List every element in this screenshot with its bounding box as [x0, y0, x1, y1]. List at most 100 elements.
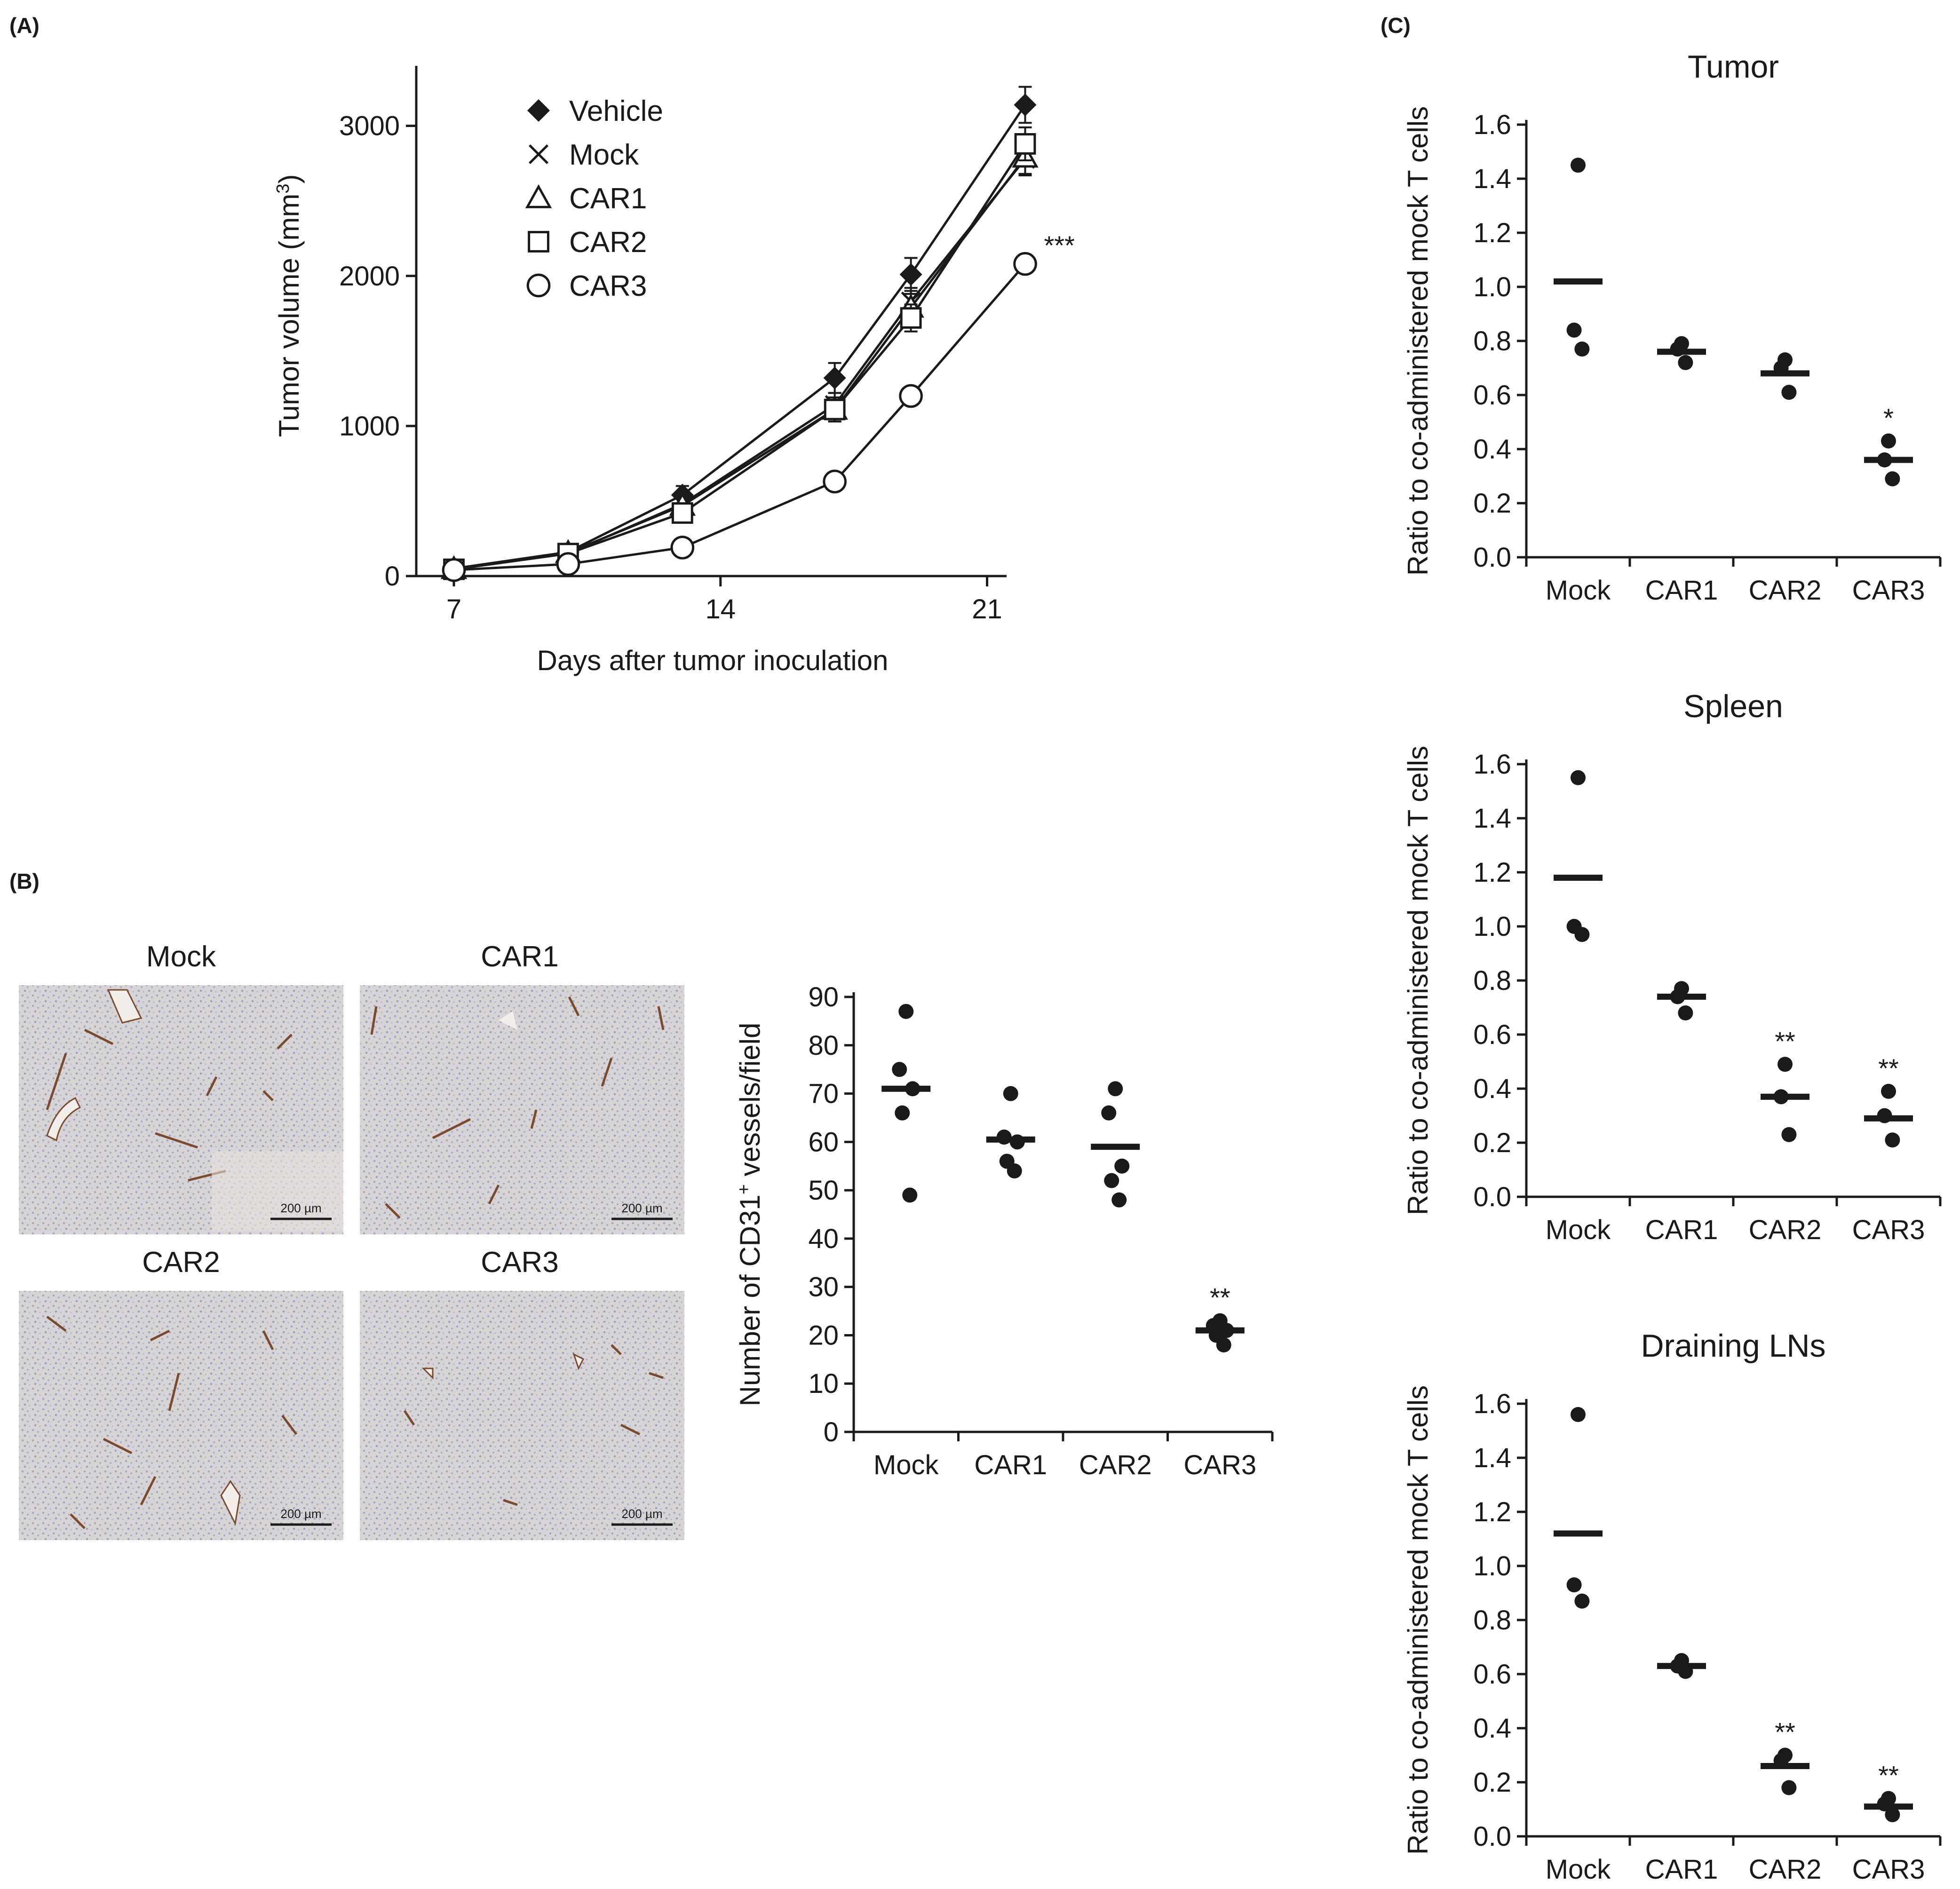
legend-label-mock: Mock — [569, 139, 639, 171]
micrograph-label-car1: CAR1 — [481, 941, 558, 973]
legend-marker-car2 — [528, 231, 549, 253]
y-tick-label: 1.0 — [1473, 911, 1511, 942]
chart-a-x-tick-label: 14 — [706, 594, 736, 624]
x-tick-label: CAR2 — [1749, 1854, 1822, 1885]
tumor-ratio-scatter-chart: 0.0 0.2 0.4 0.6 0.8 1.0 1.2 1.4 1.6 Mock CAR1 CAR2 C… — [1402, 49, 1942, 606]
data-point-car2 — [1781, 1780, 1797, 1795]
chart-a-y-tick-label: 2000 — [339, 261, 400, 292]
y-tick-label: 1.4 — [1473, 1443, 1511, 1473]
data-point-car2 — [1111, 1192, 1127, 1208]
data-point-mock — [892, 1062, 907, 1077]
y-tick-label: 1.4 — [1473, 803, 1511, 834]
data-point-mock — [1574, 341, 1590, 357]
series-car3 — [442, 252, 1037, 582]
data-point-car2 — [1104, 1173, 1119, 1188]
data-point-mock — [1566, 323, 1582, 338]
micrograph-grid: Mock CAR1 CAR2 CAR3 200 µm 200 µm 200 µm — [19, 941, 684, 1540]
scale-bar-car2: 200 µm — [280, 1507, 321, 1521]
x-tick-label: CAR1 — [1645, 1215, 1718, 1245]
y-tick-label: 20 — [808, 1320, 839, 1351]
legend-label-vehicle: Vehicle — [569, 95, 663, 127]
data-point-car3 — [1885, 1807, 1900, 1822]
data-point-car2 — [824, 398, 846, 420]
series-line-vehicle — [453, 104, 1026, 570]
y-tick-label: 50 — [808, 1175, 839, 1206]
cd31-vessels-scatter-chart: 0 10 20 30 40 50 60 70 80 90 Mock CAR1 CAR2 CAR3 ** Num… — [734, 982, 1274, 1480]
data-point-car3 — [1885, 471, 1900, 487]
data-point-mock — [1571, 158, 1586, 173]
data-point-mock — [1574, 1593, 1590, 1609]
legend-marker-vehicle — [527, 99, 550, 122]
x-tick-label: CAR2 — [1749, 575, 1822, 606]
x-tick-label: CAR3 — [1852, 1215, 1925, 1245]
data-point-car2 — [1781, 1127, 1797, 1142]
y-tick-label: 30 — [808, 1272, 839, 1303]
chart-a-y-label: Tumor volume (mm3) — [273, 174, 305, 437]
data-point-car2 — [671, 502, 693, 524]
data-point-car3 — [556, 552, 580, 576]
x-tick-label: Mock — [1546, 575, 1611, 606]
data-point-car2 — [1101, 1105, 1117, 1121]
data-point-car3 — [1881, 1083, 1896, 1099]
x-tick-label: Mock — [873, 1450, 939, 1480]
significance-car3: * — [1883, 403, 1894, 433]
y-tick-label: 0.2 — [1473, 1128, 1511, 1158]
y-tick-label: 0.8 — [1473, 965, 1511, 996]
tumor-volume-line-chart: 0 1000 2000 3000 7 14 21 *** Days after tumor… — [273, 66, 1075, 676]
y-axis-label: Number of CD31+ vessels/field — [734, 1023, 766, 1407]
y-tick-label: 1.0 — [1473, 1551, 1511, 1581]
scale-bar-car3: 200 µm — [621, 1507, 662, 1521]
y-tick-label: 40 — [808, 1224, 839, 1254]
chart-title: Draining LNs — [1641, 1328, 1825, 1364]
x-tick-label: CAR3 — [1852, 1854, 1925, 1885]
y-tick-label: 0.4 — [1473, 1713, 1511, 1744]
micrograph-car3: 200 µm — [360, 1291, 684, 1540]
y-tick-label: 0.6 — [1473, 1020, 1511, 1050]
data-point-car2 — [1114, 1158, 1130, 1174]
panel-label-c: (C) — [1381, 13, 1411, 38]
data-point-car3 — [670, 536, 695, 560]
y-tick-label: 0.6 — [1473, 1659, 1511, 1690]
significance-car3: ** — [1210, 1283, 1230, 1312]
y-tick-label: 70 — [808, 1079, 839, 1109]
series-line-car3 — [453, 263, 1026, 571]
series-line-car2 — [453, 143, 1026, 571]
y-tick-label: 0.4 — [1473, 1074, 1511, 1104]
y-axis-label: Ratio to co-administered mock T cells — [1402, 106, 1434, 576]
legend-label-car2: CAR2 — [569, 226, 647, 259]
chart-a-significance: *** — [1044, 230, 1075, 260]
y-axis-label: Ratio to co-administered mock T cells — [1402, 746, 1434, 1215]
data-point-car3 — [823, 469, 847, 494]
legend-label-car3: CAR3 — [569, 270, 647, 302]
micrograph-car2: 200 µm — [19, 1291, 343, 1540]
data-point-car2 — [1777, 1057, 1793, 1072]
y-tick-label: 0 — [824, 1417, 839, 1447]
data-point-car1 — [1678, 1005, 1693, 1020]
y-tick-label: 0.0 — [1473, 542, 1511, 573]
y-tick-label: 0.0 — [1473, 1182, 1511, 1212]
x-tick-label: CAR3 — [1852, 575, 1925, 606]
draining-lns-ratio-scatter-chart: 0.0 0.2 0.4 0.6 0.8 1.0 1.2 1.4 1.6 Mock CAR1 CAR2 C… — [1402, 1328, 1942, 1885]
data-point-vehicle — [899, 263, 922, 286]
y-tick-label: 1.6 — [1473, 749, 1511, 780]
y-tick-label: 0.0 — [1473, 1821, 1511, 1852]
y-tick-label: 1.2 — [1473, 857, 1511, 888]
data-point-car1 — [1003, 1086, 1018, 1101]
y-tick-label: 0.8 — [1473, 326, 1511, 356]
micrograph-car1: 200 µm — [360, 985, 684, 1234]
y-axis-label: Ratio to co-administered mock T cells — [1402, 1385, 1434, 1855]
y-tick-label: 1.0 — [1473, 272, 1511, 302]
data-point-car3 — [1881, 433, 1896, 449]
x-tick-label: CAR1 — [1645, 575, 1718, 606]
y-tick-label: 1.2 — [1473, 1497, 1511, 1527]
legend-marker-car1 — [525, 184, 552, 208]
chart-a-x-tick-label: 21 — [972, 594, 1002, 624]
x-tick-label: CAR3 — [1183, 1450, 1256, 1480]
chart-a-y-tick-label: 3000 — [339, 111, 400, 142]
data-point-car3 — [1013, 252, 1037, 276]
x-tick-label: CAR1 — [1645, 1854, 1718, 1885]
data-point-mock — [1571, 770, 1586, 785]
significance-car3: ** — [1878, 1053, 1899, 1083]
data-point-car3 — [1885, 1132, 1900, 1148]
